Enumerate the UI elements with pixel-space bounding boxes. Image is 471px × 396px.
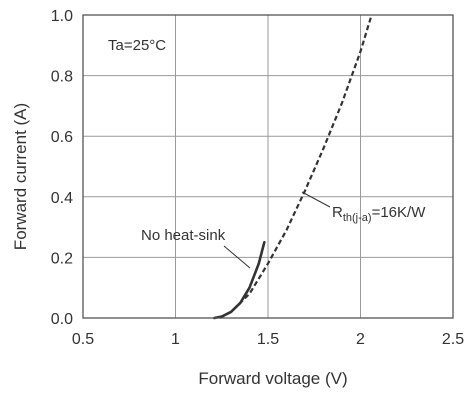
no-heat-sink-leader-line [223,245,251,269]
x-tick-label: 1.5 [257,331,279,348]
y-axis-label: Forward current (A) [11,103,30,250]
rth-subscript-text: th(j-a) [343,212,372,224]
rth-annotation: Rth(j-a)=16K/W [332,204,426,224]
x-tick-label: 1 [171,331,180,348]
plot-frame [82,14,454,319]
tick-labels: 0.5 1 1.5 2 2.5 0.0 0.2 0.4 0.6 0.8 1.0 [51,8,464,348]
temperature-annotation: Ta=25°C [108,37,166,54]
rth-value-text: =16K/W [372,204,427,221]
y-tick-label: 0.6 [51,129,73,146]
x-axis-label: Forward voltage (V) [198,369,347,388]
rth-main-text: R [332,204,343,221]
y-tick-label: 1.0 [51,8,73,25]
series-lines [213,14,373,320]
no-heat-sink-series-line [213,241,266,320]
x-tick-label: 0.5 [72,331,94,348]
rth-16kw-series-line [219,14,373,319]
y-tick-label: 0.8 [51,69,73,86]
y-tick-label: 0.2 [51,250,73,267]
x-tick-label: 2.5 [442,331,464,348]
y-tick-label: 0.4 [51,190,73,207]
no-heat-sink-annotation: No heat-sink [141,227,226,244]
rth-leader-line [301,191,331,208]
grid-lines [83,15,453,318]
x-tick-label: 2 [356,331,365,348]
y-tick-label: 0.0 [51,311,73,328]
